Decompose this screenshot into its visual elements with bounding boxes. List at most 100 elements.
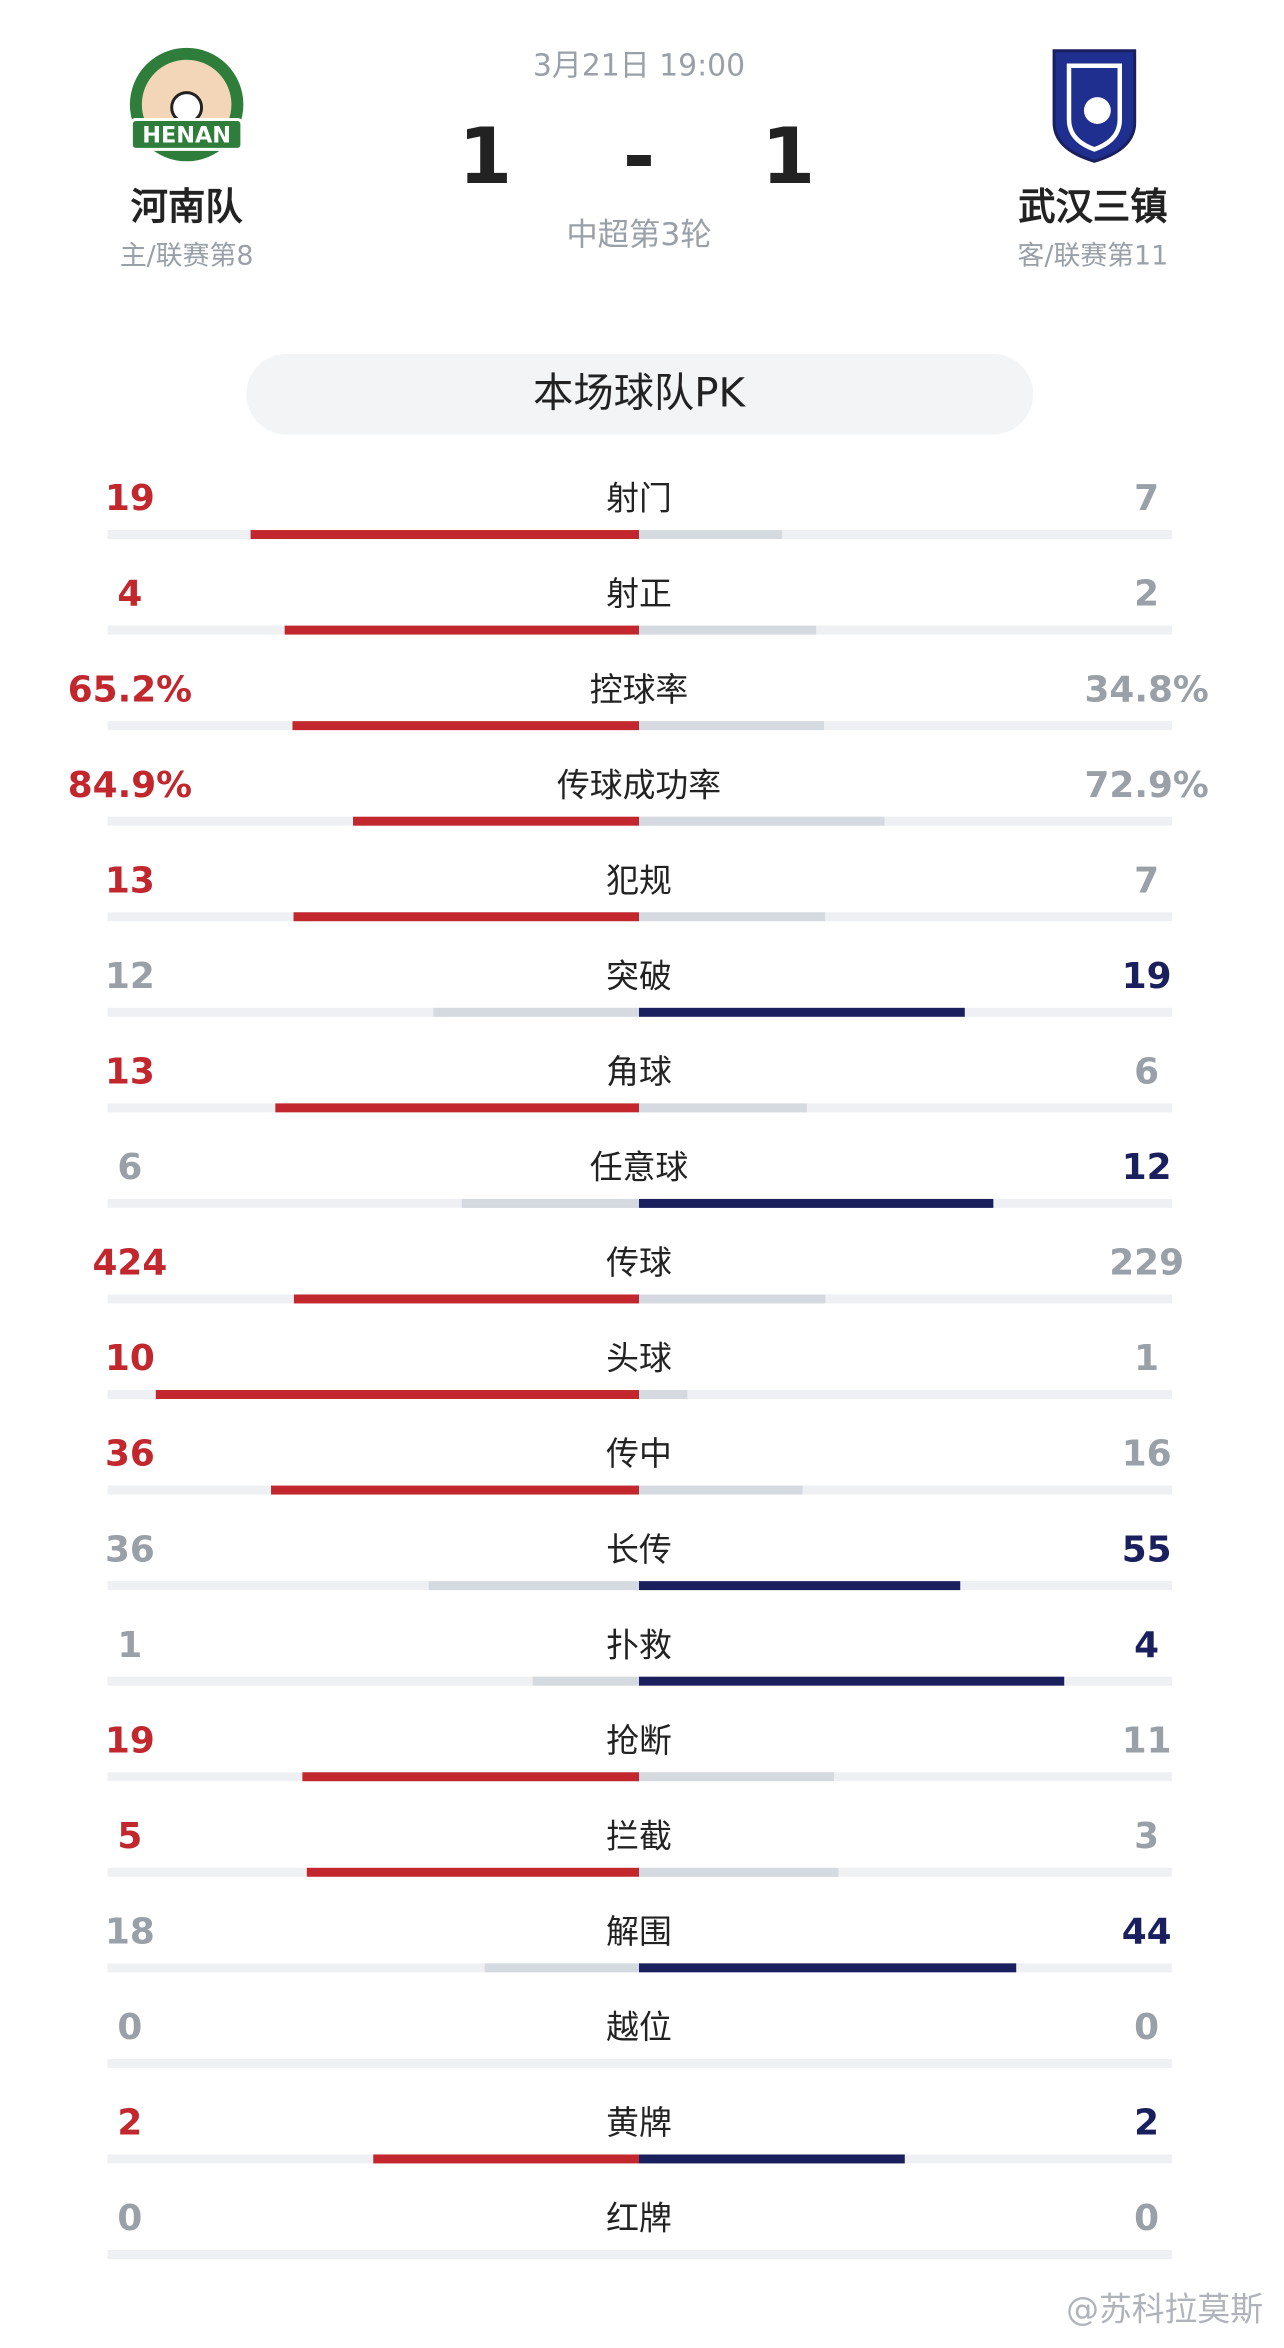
stat-label: 红牌	[606, 2200, 672, 2238]
home-value: 13	[105, 860, 155, 901]
away-bar	[639, 1198, 994, 1208]
away-value: 16	[1122, 1434, 1172, 1475]
home-value: 13	[105, 1052, 155, 1093]
home-value: 6	[117, 1147, 142, 1188]
away-bar	[639, 1867, 839, 1877]
away-value: 229	[1109, 1243, 1184, 1284]
stat-label: 控球率	[590, 671, 688, 709]
stat-label: 解围	[606, 1913, 672, 1951]
stat-label: 射正	[606, 575, 672, 613]
home-bar	[373, 2154, 640, 2164]
home-value: 19	[105, 1720, 155, 1761]
away-bar	[639, 721, 824, 731]
section-title: 本场球队PK	[533, 370, 746, 417]
home-team-info: 主/联赛第8	[120, 240, 254, 271]
home-value: 424	[92, 1243, 167, 1284]
home-value: 18	[105, 1912, 155, 1953]
home-bar	[532, 1676, 640, 1686]
home-logo-text: HENAN	[142, 122, 231, 148]
away-bar	[639, 1390, 688, 1399]
away-bar	[639, 1772, 834, 1782]
away-value: 12	[1122, 1147, 1172, 1188]
home-value: 0	[117, 2007, 142, 2048]
stats-list: 19 射门 74 射正 265.2% 控球率 34.8%84.9% 传球成功率 72.9%13 犯…	[68, 478, 1209, 2259]
away-team-info: 客/联赛第11	[1018, 240, 1169, 271]
stat-label: 拦截	[606, 1817, 672, 1855]
away-value: 2	[1134, 574, 1159, 615]
home-value: 12	[105, 956, 155, 997]
home-bar	[353, 816, 640, 826]
stat-label: 犯规	[606, 862, 672, 900]
home-bar	[293, 1294, 640, 1304]
home-value: 10	[105, 1338, 155, 1379]
stat-label: 头球	[606, 1340, 672, 1378]
away-value: 34.8%	[1084, 669, 1208, 710]
away-value: 19	[1122, 956, 1172, 997]
home-bar	[293, 912, 640, 922]
home-value: 19	[105, 478, 155, 519]
bar-track	[107, 2250, 1173, 2259]
away-value: 4	[1134, 1625, 1159, 1666]
stat-label: 角球	[606, 1053, 672, 1091]
home-value: 5	[117, 1816, 142, 1857]
away-bar	[639, 1676, 1065, 1686]
stat-label: 传中	[606, 1435, 672, 1473]
stat-label: 扑救	[606, 1626, 672, 1664]
watermark: @苏科拉莫斯	[1066, 2291, 1263, 2329]
section-pill	[246, 353, 1034, 435]
score-home: 1	[458, 112, 512, 202]
away-value: 0	[1134, 2007, 1159, 2048]
score-away: 1	[761, 112, 815, 202]
away-bar	[639, 2154, 905, 2164]
away-bar	[639, 912, 826, 922]
home-bar	[306, 1867, 640, 1877]
away-value: 44	[1122, 1912, 1172, 1953]
away-bar	[639, 530, 783, 540]
score-separator: -	[623, 112, 655, 202]
home-bar	[250, 530, 640, 540]
away-bar	[639, 625, 817, 635]
home-value: 36	[105, 1529, 155, 1570]
away-value: 11	[1122, 1720, 1172, 1761]
home-team-name: 河南队	[131, 185, 244, 229]
stat-label: 越位	[606, 2009, 672, 2047]
stat-label: 突破	[606, 957, 672, 995]
home-bar	[292, 721, 640, 731]
home-bar	[433, 1007, 640, 1017]
away-value: 55	[1122, 1529, 1172, 1570]
home-value: 65.2%	[68, 669, 192, 710]
stat-label: 传球	[606, 1244, 672, 1282]
away-logo	[1052, 49, 1137, 163]
away-bar	[639, 1007, 965, 1017]
away-bar	[639, 1581, 961, 1591]
away-bar	[639, 816, 885, 826]
stat-label: 任意球	[590, 1149, 688, 1187]
home-bar	[302, 1772, 640, 1782]
away-team-name: 武汉三镇	[1018, 185, 1167, 229]
away-bar	[639, 1485, 803, 1495]
away-value: 2	[1134, 2103, 1159, 2144]
stat-label: 射门	[606, 480, 672, 518]
away-value: 1	[1134, 1338, 1159, 1379]
away-value: 72.9%	[1084, 765, 1208, 806]
away-bar	[639, 1294, 826, 1304]
home-value: 36	[105, 1434, 155, 1475]
match-date: 3月21日 19:00	[533, 49, 745, 84]
home-bar	[275, 1103, 640, 1113]
away-bar	[639, 1963, 1017, 1973]
stat-label: 长传	[606, 1531, 672, 1569]
away-value: 0	[1134, 2198, 1159, 2239]
stat-label: 黄牌	[606, 2104, 672, 2142]
away-bar	[639, 1103, 807, 1113]
home-bar	[155, 1390, 640, 1399]
away-value: 7	[1134, 478, 1159, 519]
home-bar	[484, 1963, 640, 1973]
home-logo: HENAN	[129, 47, 244, 162]
away-value: 3	[1134, 1816, 1159, 1857]
away-value: 6	[1134, 1052, 1159, 1093]
home-bar	[461, 1198, 640, 1208]
home-value: 4	[117, 574, 142, 615]
home-bar	[271, 1485, 640, 1495]
home-value: 2	[117, 2103, 142, 2144]
